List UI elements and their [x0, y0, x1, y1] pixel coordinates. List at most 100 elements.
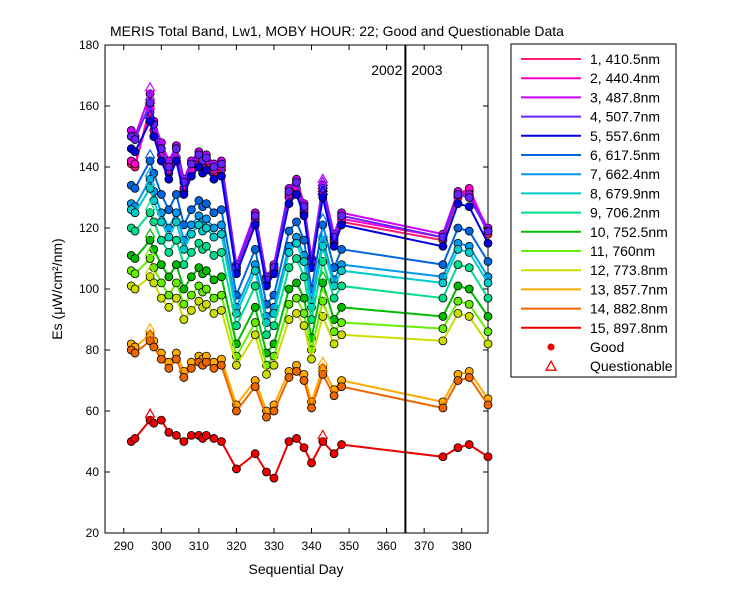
- legend-label: 1, 410.5nm: [590, 51, 660, 67]
- data-point: [171, 190, 181, 199]
- series-8: [126, 176, 493, 327]
- legend-questionable-marker: [544, 359, 558, 371]
- legend-label: 8, 679.9nm: [590, 185, 660, 201]
- data-point: [156, 190, 166, 199]
- data-point: [453, 190, 463, 199]
- series-12: [126, 264, 493, 379]
- legend-label: 9, 706.2nm: [590, 205, 660, 221]
- data-point: [156, 354, 166, 364]
- questionable-point: [144, 148, 156, 159]
- data-point: [438, 241, 448, 251]
- data-point: [284, 437, 294, 446]
- data-point: [217, 272, 226, 282]
- questionable-point: [144, 90, 156, 101]
- data-point: [464, 312, 474, 321]
- data-point: [217, 290, 226, 300]
- data-point: [217, 437, 226, 446]
- data-point: [269, 269, 279, 279]
- x-tick-label: 320: [226, 539, 246, 553]
- data-point: [453, 244, 463, 254]
- legend-label: 14, 882.8nm: [590, 301, 668, 317]
- data-point: [250, 382, 260, 392]
- data-point: [299, 211, 309, 221]
- x-tick-label: 380: [452, 539, 472, 553]
- data-point: [299, 293, 309, 303]
- data-point: [201, 165, 211, 175]
- y-tick-label: 100: [79, 282, 99, 296]
- data-point: [145, 156, 155, 166]
- data-point: [337, 330, 346, 340]
- data-point: [201, 214, 211, 224]
- data-point: [156, 260, 166, 270]
- data-point: [217, 220, 226, 230]
- data-point: [156, 235, 166, 245]
- data-point: [307, 458, 316, 468]
- data-point: [464, 373, 474, 382]
- data-point: [217, 305, 226, 315]
- year-label-left: 2002: [371, 62, 402, 78]
- data-point: [453, 443, 463, 453]
- data-point: [284, 247, 294, 257]
- data-point: [483, 257, 493, 266]
- x-tick-label: 350: [339, 539, 359, 553]
- data-point: [337, 440, 346, 449]
- data-point: [130, 226, 140, 236]
- data-point: [483, 226, 493, 236]
- data-point: [483, 312, 493, 321]
- data-point: [130, 434, 140, 443]
- data-point: [284, 199, 294, 209]
- data-point: [201, 430, 211, 440]
- data-point: [483, 293, 493, 303]
- data-point: [483, 327, 493, 337]
- legend-label: 4, 507.7nm: [590, 109, 660, 125]
- data-point: [171, 293, 181, 303]
- data-point: [464, 440, 474, 449]
- data-point: [149, 217, 159, 227]
- legend-label: 13, 857.7nm: [590, 281, 668, 297]
- data-point: [307, 403, 316, 413]
- data-point: [262, 467, 271, 477]
- data-point: [337, 281, 346, 291]
- data-point: [149, 132, 159, 141]
- data-point: [186, 305, 196, 315]
- questionable-point: [144, 246, 156, 257]
- questionable-point: [144, 109, 156, 119]
- legend-box: [510, 43, 677, 378]
- x-axis-label: Sequential Day: [249, 561, 344, 577]
- data-point: [292, 254, 301, 263]
- data-point: [164, 232, 174, 242]
- series-6: [126, 148, 493, 309]
- data-point: [318, 369, 328, 379]
- data-point: [269, 406, 279, 416]
- questionable-point: [317, 227, 329, 238]
- data-point: [171, 217, 181, 227]
- y-axis-label: Es (μW/cm²/nm): [49, 238, 65, 339]
- data-point: [156, 278, 166, 288]
- data-point: [269, 360, 279, 370]
- y-tick-label: 20: [86, 526, 100, 540]
- data-point: [217, 360, 226, 370]
- data-point: [250, 244, 260, 254]
- data-point: [179, 373, 189, 382]
- data-point: [464, 247, 474, 257]
- data-point: [318, 193, 328, 202]
- data-point: [483, 339, 493, 349]
- data-point: [130, 284, 140, 294]
- data-point: [145, 208, 155, 218]
- data-point: [292, 238, 301, 248]
- data-point: [318, 278, 328, 288]
- data-point: [156, 156, 166, 166]
- data-point: [217, 247, 226, 257]
- data-point: [453, 296, 463, 306]
- series-5: [126, 109, 493, 291]
- data-point: [179, 190, 189, 199]
- data-point: [171, 235, 181, 245]
- data-point: [284, 299, 294, 309]
- data-point: [284, 284, 294, 294]
- data-point: [438, 403, 448, 413]
- data-point: [164, 363, 174, 373]
- data-point: [209, 208, 219, 218]
- questionable-point: [144, 227, 156, 238]
- data-point: [284, 373, 294, 382]
- data-point: [453, 199, 463, 209]
